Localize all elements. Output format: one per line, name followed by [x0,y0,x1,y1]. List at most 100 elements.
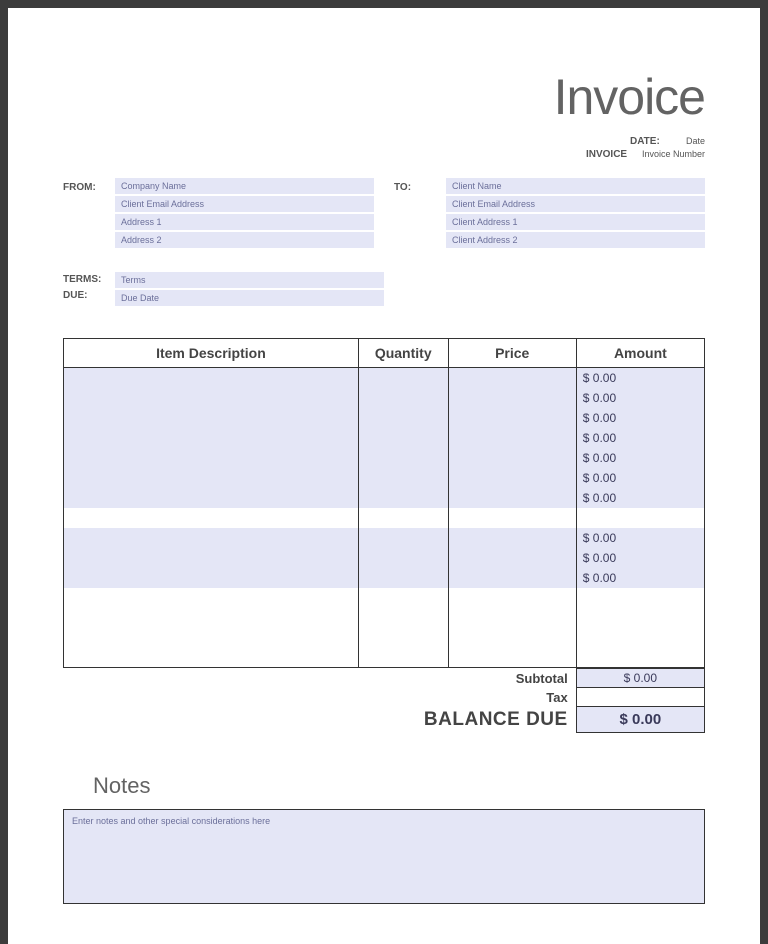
items-header-row: Item Description Quantity Price Amount [64,339,705,368]
items-table: Item Description Quantity Price Amount $… [63,338,705,668]
tax-row: Tax [63,688,705,707]
cell-price[interactable] [448,628,576,648]
table-row: $ 0.00 [64,568,705,588]
cell-description[interactable] [64,388,359,408]
to-column: TO: Client Name Client Email Address Cli… [394,178,705,250]
cell-price[interactable] [448,488,576,508]
meta-invoice-row: INVOICE Invoice Number [63,149,705,160]
table-row [64,508,705,528]
to-name-field[interactable]: Client Name [446,178,705,194]
cell-quantity[interactable] [358,528,448,548]
cell-quantity[interactable] [358,588,448,608]
table-row: $ 0.00 [64,528,705,548]
cell-description[interactable] [64,468,359,488]
cell-price[interactable] [448,588,576,608]
cell-description[interactable] [64,608,359,628]
cell-amount: $ 0.00 [576,568,704,588]
cell-quantity[interactable] [358,508,448,528]
to-address2-field[interactable]: Client Address 2 [446,232,705,248]
to-email-field[interactable]: Client Email Address [446,196,705,212]
cell-description[interactable] [64,548,359,568]
to-fields: Client Name Client Email Address Client … [446,178,705,250]
cell-price[interactable] [448,508,576,528]
balance-due-label: BALANCE DUE [424,709,568,730]
from-column: FROM: Company Name Client Email Address … [63,178,374,250]
balance-row: BALANCE DUE $ 0.00 [63,707,705,733]
cell-description[interactable] [64,508,359,528]
from-email-field[interactable]: Client Email Address [115,196,374,212]
cell-amount [576,608,704,628]
cell-quantity[interactable] [358,488,448,508]
from-label: FROM: [63,178,107,193]
cell-price[interactable] [448,468,576,488]
invoice-number-value[interactable]: Invoice Number [640,149,705,160]
cell-quantity[interactable] [358,388,448,408]
notes-box[interactable]: Enter notes and other special considerat… [63,809,705,904]
due-value-field[interactable]: Due Date [115,290,384,306]
cell-description[interactable] [64,528,359,548]
cell-price[interactable] [448,448,576,468]
table-row [64,648,705,668]
cell-quantity[interactable] [358,548,448,568]
header-amount: Amount [576,339,704,368]
cell-description[interactable] [64,568,359,588]
terms-label: TERMS: [63,272,107,288]
table-row: $ 0.00 [64,548,705,568]
cell-price[interactable] [448,368,576,388]
terms-value-field[interactable]: Terms [115,272,384,288]
cell-price[interactable] [448,648,576,668]
cell-quantity[interactable] [358,628,448,648]
cell-quantity[interactable] [358,608,448,628]
from-fields: Company Name Client Email Address Addres… [115,178,374,250]
table-row: $ 0.00 [64,488,705,508]
header-quantity: Quantity [358,339,448,368]
cell-quantity[interactable] [358,468,448,488]
cell-quantity[interactable] [358,568,448,588]
tax-label: Tax [63,688,576,707]
tax-value[interactable] [576,688,704,707]
balance-due-value: $ 0.00 [576,707,704,733]
from-address1-field[interactable]: Address 1 [115,214,374,230]
table-row: $ 0.00 [64,408,705,428]
cell-description[interactable] [64,408,359,428]
cell-description[interactable] [64,588,359,608]
from-company-field[interactable]: Company Name [115,178,374,194]
cell-price[interactable] [448,568,576,588]
cell-description[interactable] [64,448,359,468]
from-address2-field[interactable]: Address 2 [115,232,374,248]
from-to-block: FROM: Company Name Client Email Address … [63,178,705,250]
cell-description[interactable] [64,648,359,668]
cell-price[interactable] [448,548,576,568]
notes-title: Notes [93,773,705,799]
cell-amount: $ 0.00 [576,528,704,548]
date-value[interactable]: Date [684,136,705,147]
cell-amount: $ 0.00 [576,428,704,448]
cell-quantity[interactable] [358,368,448,388]
table-row [64,628,705,648]
header-price: Price [448,339,576,368]
invoice-title: Invoice [63,68,705,126]
cell-quantity[interactable] [358,428,448,448]
cell-amount: $ 0.00 [576,448,704,468]
terms-fields: Terms Due Date [115,272,384,308]
subtotal-label: Subtotal [63,669,576,688]
cell-description[interactable] [64,368,359,388]
cell-price[interactable] [448,388,576,408]
cell-quantity[interactable] [358,448,448,468]
to-address1-field[interactable]: Client Address 1 [446,214,705,230]
cell-amount: $ 0.00 [576,488,704,508]
cell-price[interactable] [448,528,576,548]
terms-block: TERMS: DUE: Terms Due Date [63,272,384,308]
cell-description[interactable] [64,428,359,448]
cell-description[interactable] [64,488,359,508]
cell-description[interactable] [64,628,359,648]
to-label: TO: [394,178,438,193]
table-row: $ 0.00 [64,448,705,468]
invoice-number-label: INVOICE [586,149,640,160]
cell-quantity[interactable] [358,648,448,668]
cell-price[interactable] [448,428,576,448]
cell-quantity[interactable] [358,408,448,428]
cell-price[interactable] [448,608,576,628]
cell-price[interactable] [448,408,576,428]
invoice-page: Invoice DATE: Date INVOICE Invoice Numbe… [8,8,760,944]
